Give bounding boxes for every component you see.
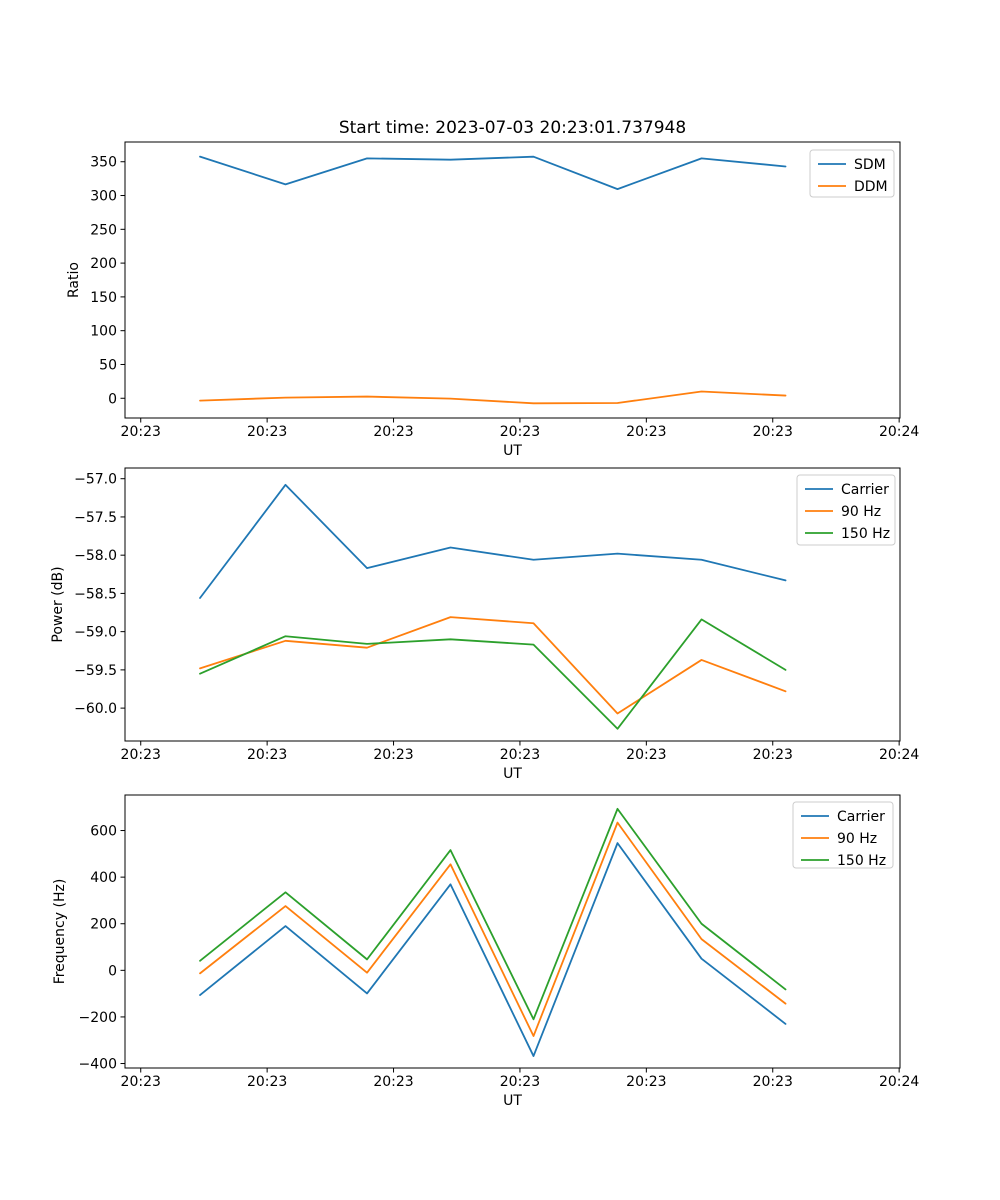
- frequency-series-line-carrier: [199, 842, 787, 1057]
- legend-label: DDM: [854, 179, 888, 195]
- x-tick-label: 20:23: [373, 747, 413, 763]
- y-tick-label: −400: [79, 1057, 117, 1073]
- x-tick-label: 20:23: [753, 424, 793, 440]
- x-tick-label: 20:24: [879, 747, 919, 763]
- y-tick-label: 50: [99, 357, 117, 373]
- x-tick-label: 20:23: [500, 747, 540, 763]
- x-tick-label: 20:23: [247, 1074, 287, 1090]
- frequency-plot-spine: [124, 794, 901, 1069]
- x-tick-label: 20:23: [626, 424, 666, 440]
- power-series-line-150-hz: [199, 618, 787, 730]
- power-y-axis-label: Power (dB): [50, 566, 66, 642]
- x-tick-label: 20:23: [373, 424, 413, 440]
- legend-label: 90 Hz: [841, 504, 881, 520]
- ratio-series-line-ddm: [199, 390, 787, 405]
- ratio-chart: 350 300 250 200 150 100 50 0 20:23 20:23 20:23 20:2…: [66, 141, 919, 459]
- x-tick-label: 20:23: [753, 747, 793, 763]
- y-tick-label: −57.5: [74, 510, 117, 526]
- y-tick-label: 400: [90, 870, 117, 886]
- frequency-series-line-150-hz: [199, 807, 787, 1021]
- x-tick-label: 20:23: [121, 1074, 161, 1090]
- y-tick-label: −58.5: [74, 586, 117, 602]
- figure-title: Start time: 2023-07-03 20:23:01.737948: [338, 118, 687, 138]
- y-tick-label: 0: [108, 963, 117, 979]
- power-series-line-90-hz: [199, 616, 787, 715]
- x-tick-label: 20:23: [500, 1074, 540, 1090]
- y-tick-label: 100: [90, 324, 117, 340]
- x-tick-label: 20:23: [500, 424, 540, 440]
- y-tick-label: −59.0: [74, 625, 117, 641]
- y-tick-label: −60.0: [74, 701, 117, 717]
- x-tick-label: 20:24: [879, 424, 919, 440]
- x-tick-label: 20:23: [121, 747, 161, 763]
- y-tick-label: −200: [79, 1010, 117, 1026]
- y-tick-label: −58.0: [74, 548, 117, 564]
- x-tick-label: 20:23: [373, 1074, 413, 1090]
- x-tick-label: 20:23: [121, 424, 161, 440]
- x-tick-label: 20:23: [753, 1074, 793, 1090]
- power-legend-box: [796, 474, 896, 546]
- y-tick-label: 250: [90, 222, 117, 238]
- frequency-x-axis-label: UT: [503, 1093, 522, 1109]
- x-tick-label: 20:23: [247, 424, 287, 440]
- ratio-plot-spine: [124, 141, 901, 419]
- legend-label: 150 Hz: [841, 526, 890, 542]
- y-tick-label: 200: [90, 256, 117, 272]
- y-tick-label: 0: [108, 391, 117, 407]
- power-x-axis-label: UT: [503, 766, 522, 782]
- power-chart: −57.0 −57.5 −58.0 −58.5 −59.0 −59.5 −60.0 20:23…: [50, 467, 919, 782]
- legend-label: 90 Hz: [837, 831, 877, 847]
- x-tick-label: 20:23: [626, 747, 666, 763]
- y-tick-label: 200: [90, 917, 117, 933]
- ratio-x-axis-label: UT: [503, 443, 522, 459]
- y-tick-label: 600: [90, 824, 117, 840]
- x-tick-label: 20:23: [626, 1074, 666, 1090]
- legend-label: 150 Hz: [837, 853, 886, 869]
- power-series-line-carrier: [199, 483, 787, 599]
- x-tick-label: 20:24: [879, 1074, 919, 1090]
- y-tick-label: −59.5: [74, 663, 117, 679]
- y-tick-label: 300: [90, 189, 117, 205]
- frequency-series-line-90-hz: [199, 821, 787, 1037]
- legend-label: Carrier: [841, 482, 889, 498]
- ratio-series-line-sdm: [199, 155, 787, 191]
- y-tick-label: 350: [90, 155, 117, 171]
- legend-label: Carrier: [837, 809, 885, 825]
- y-tick-label: 150: [90, 290, 117, 306]
- x-tick-label: 20:23: [247, 747, 287, 763]
- power-plot-spine: [124, 467, 901, 742]
- y-tick-label: −57.0: [74, 472, 117, 488]
- frequency-y-axis-label: Frequency (Hz): [52, 879, 68, 985]
- frequency-legend-box: [792, 801, 894, 869]
- legend-label: SDM: [854, 157, 886, 173]
- ratio-y-axis-label: Ratio: [66, 262, 82, 298]
